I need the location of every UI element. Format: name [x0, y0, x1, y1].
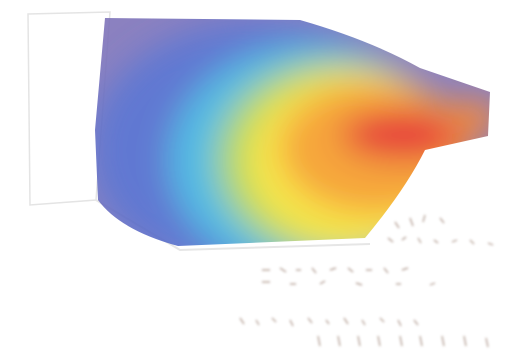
color-field	[90, 20, 500, 280]
marks-row-3	[240, 318, 488, 347]
marks-row-1	[388, 215, 493, 245]
heat-surface	[60, 0, 520, 280]
surface-image	[0, 0, 523, 364]
page	[0, 0, 523, 364]
tip-zone	[440, 100, 500, 136]
marks-row-2	[262, 268, 435, 285]
